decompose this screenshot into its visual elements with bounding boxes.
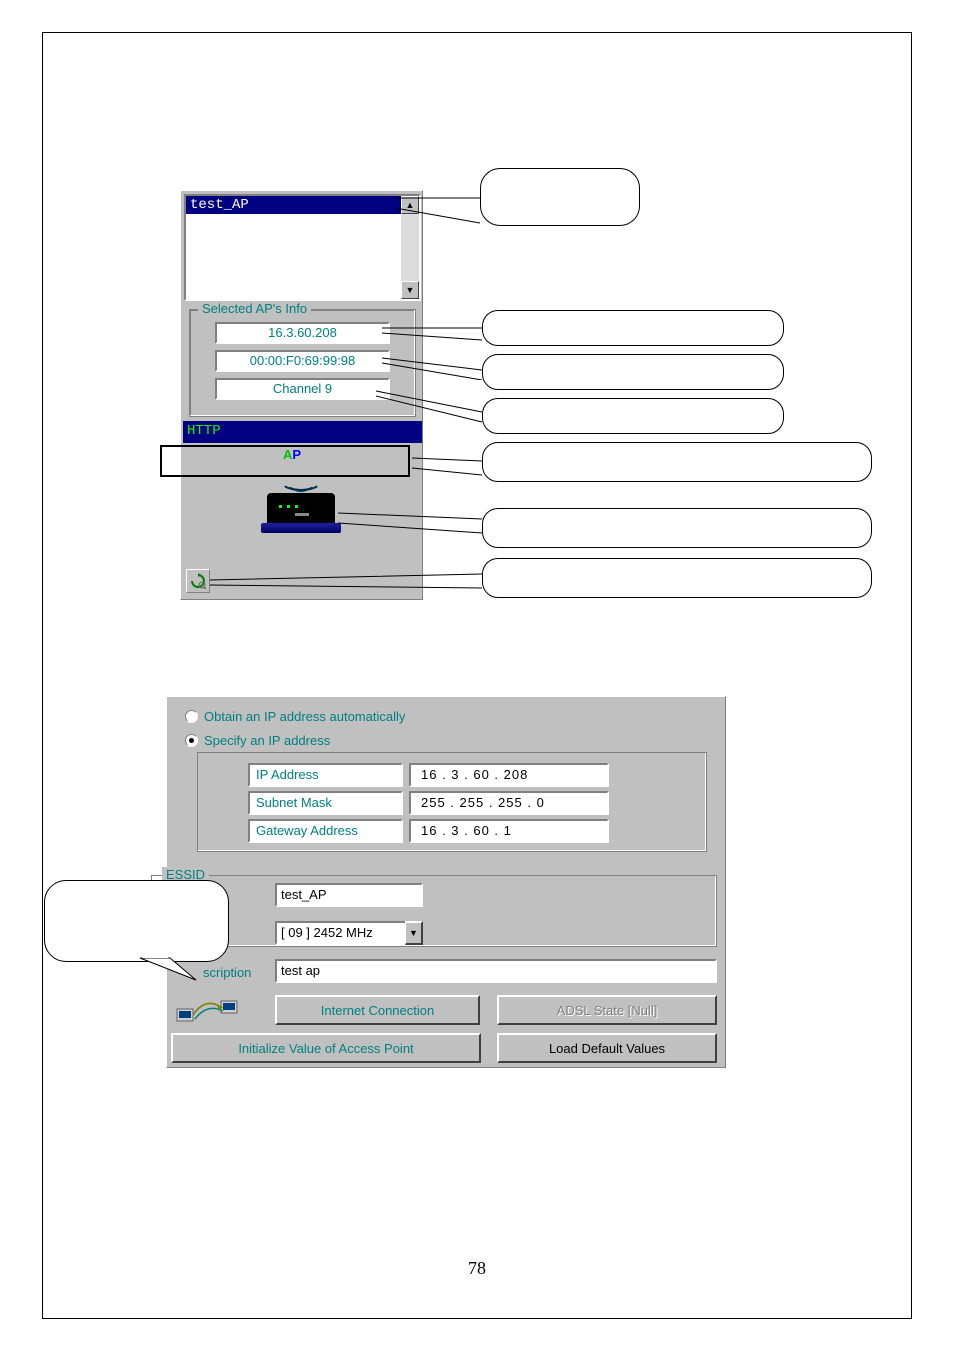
initialize-label: Initialize Value of Access Point [238, 1041, 413, 1056]
connection-icons [175, 995, 245, 1027]
adsl-state-button[interactable]: ADSL State [Null] [497, 995, 717, 1025]
ip-address-input[interactable]: 16 . 3 . 60 . 208 [409, 763, 609, 787]
callout-ip [482, 310, 784, 346]
scroll-up-icon[interactable]: ▲ [401, 196, 419, 214]
refresh-icon [190, 573, 206, 589]
callout-mac [482, 354, 784, 390]
radio-icon [185, 734, 198, 747]
subnet-mask-label: Subnet Mask [248, 791, 403, 815]
callout-refresh [482, 558, 872, 598]
adsl-state-label: ADSL State [Null] [557, 1003, 658, 1018]
essid-group [151, 875, 717, 947]
essid-input[interactable]: test_AP [275, 883, 423, 907]
http-bar[interactable]: HTTP [183, 421, 422, 443]
radio-obtain-label: Obtain an IP address automatically [204, 709, 405, 724]
callout-channel [482, 398, 784, 434]
selected-ap-info-group: Selected AP's Info 16.3.60.208 00:00:F0:… [189, 309, 416, 417]
initialize-button[interactable]: Initialize Value of Access Point [171, 1033, 481, 1063]
page-border [42, 32, 912, 1319]
subnet-mask-input[interactable]: 255 . 255 . 255 . 0 [409, 791, 609, 815]
description-input[interactable]: test ap [275, 959, 717, 983]
ap-listbox[interactable]: test_AP ▲ ▼ [184, 194, 421, 301]
ap-ip-field: 16.3.60.208 [215, 322, 390, 344]
ap-mac-field: 00:00:F0:69:99:98 [215, 350, 390, 372]
load-defaults-label: Load Default Values [549, 1041, 665, 1056]
scroll-down-icon[interactable]: ▼ [401, 281, 419, 299]
internet-connection-button[interactable]: Internet Connection [275, 995, 480, 1025]
page-number: 78 [0, 1258, 954, 1279]
ip-settings-panel: Obtain an IP address automatically Speci… [166, 696, 726, 1068]
load-defaults-button[interactable]: Load Default Values [497, 1033, 717, 1063]
callout-listbox [480, 168, 640, 226]
gateway-input[interactable]: 16 . 3 . 60 . 1 [409, 819, 609, 843]
radio-icon [185, 710, 198, 723]
gateway-label: Gateway Address [248, 819, 403, 843]
radio-specify[interactable]: Specify an IP address [185, 733, 330, 748]
ap-channel-field: Channel 9 [215, 378, 390, 400]
ap-list-item[interactable]: test_AP [186, 196, 401, 214]
channel-dropdown-text: [ 09 ] 2452 MHz [275, 921, 405, 945]
ip-address-group: IP Address 16 . 3 . 60 . 208 Subnet Mask… [197, 752, 707, 852]
listbox-scrollbar[interactable]: ▲ ▼ [401, 196, 419, 299]
http-highlight-box [160, 445, 410, 477]
internet-connection-label: Internet Connection [321, 1003, 434, 1018]
radio-specify-label: Specify an IP address [204, 733, 330, 748]
callout-ap-icon [482, 508, 872, 548]
callout-http [482, 442, 872, 482]
callout-essid [44, 880, 229, 962]
ap-list-panel: test_AP ▲ ▼ Selected AP's Info 16.3.60.2… [180, 190, 423, 600]
description-label: scription [203, 965, 251, 980]
refresh-button[interactable] [186, 569, 210, 593]
group-legend: Selected AP's Info [198, 301, 311, 316]
radio-obtain-auto[interactable]: Obtain an IP address automatically [185, 709, 405, 724]
chevron-down-icon[interactable]: ▼ [405, 921, 423, 945]
ip-address-label: IP Address [248, 763, 403, 787]
channel-dropdown[interactable]: [ 09 ] 2452 MHz ▼ [275, 921, 423, 945]
